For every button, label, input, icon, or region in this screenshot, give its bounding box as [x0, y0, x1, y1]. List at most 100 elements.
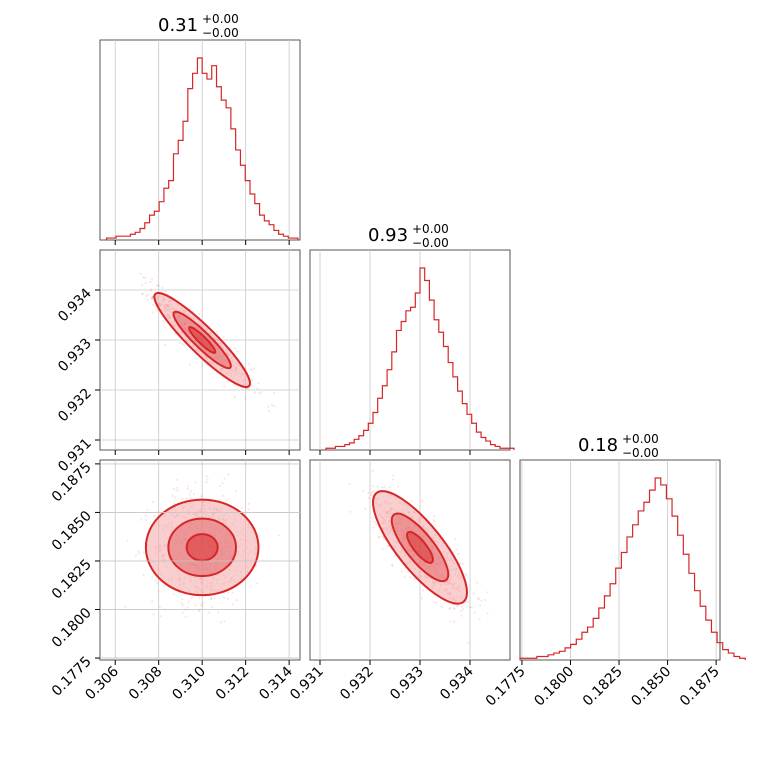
joint-p1-p2-point — [372, 526, 375, 529]
joint-p0-p2-point — [247, 508, 250, 511]
joint-p0-p2-point — [167, 587, 170, 590]
joint-p1-p2-point — [478, 618, 481, 621]
joint-p0-p1-point — [149, 289, 152, 292]
joint-p0-p2-point — [181, 611, 184, 614]
joint-p1-p2-point — [413, 577, 416, 581]
joint-p0-p2-point — [151, 600, 154, 603]
joint-p0-p2-point — [126, 539, 129, 542]
joint-p0-p2-point — [154, 579, 157, 582]
x-p2-tick-label-1: 0.1800 — [531, 664, 577, 710]
title-p0-minus: −0.00 — [202, 26, 239, 40]
hist-p0 — [99, 39, 301, 245]
joint-p0-p2-point — [184, 615, 187, 618]
joint-p0-p2-point — [146, 509, 149, 512]
row2-ytick-label-3: 0.934 — [55, 285, 95, 325]
joint-p0-p1-point — [267, 409, 271, 412]
joint-p0-p2-point — [185, 497, 188, 500]
joint-p0-p1-point — [222, 336, 225, 339]
joint-p0-p1-point — [273, 391, 276, 394]
title-p2-plus: +0.00 — [622, 432, 659, 446]
joint-p1-p2-point — [480, 599, 483, 602]
x-p0-tick-label-3: 0.312 — [213, 664, 253, 704]
joint-p0-p1-point — [149, 288, 152, 291]
joint-p0-p2-point — [235, 599, 238, 602]
joint-p1-p2-point — [362, 490, 365, 493]
hist-p2-steps — [519, 477, 746, 660]
joint-p1-p2-point — [393, 554, 396, 557]
joint-p0-p2-point — [210, 606, 213, 609]
joint-p1-p2-point — [378, 536, 381, 539]
title-p1: 0.93 +0.00 −0.00 — [368, 222, 449, 250]
hist-p2-frame — [519, 459, 721, 661]
joint-p0-p2-point — [181, 604, 184, 607]
joint-p1-p2-point — [397, 485, 400, 488]
hist-p0-steps — [105, 57, 299, 240]
joint-p0-p2-point — [135, 554, 138, 557]
joint-p0-p1-point — [272, 405, 275, 408]
joint-p1-p2 — [100, 459, 511, 665]
joint-p0-p1-point — [249, 368, 253, 371]
joint-p1-p2-point — [407, 570, 410, 574]
joint-p0-p2-point — [153, 514, 156, 517]
joint-p1-p2-point — [380, 486, 383, 489]
joint-p0-p2-point — [176, 478, 179, 481]
joint-p0-p2-point — [219, 621, 223, 624]
joint-p0-p2-point — [207, 611, 210, 614]
joint-p1-p2-point — [371, 485, 374, 488]
joint-p1-p2-point — [456, 604, 459, 608]
joint-p1-p2-point — [386, 544, 389, 548]
joint-p0-p2-point — [171, 494, 174, 498]
joint-p0-p2-point — [200, 495, 203, 498]
joint-p1-p2-point — [459, 562, 462, 565]
joint-p0-p1-point — [156, 284, 159, 287]
joint-p0-p2-point — [186, 606, 189, 609]
joint-p1-p2-point — [403, 576, 406, 579]
joint-p0-p1-point — [183, 344, 186, 347]
joint-p0-p1-point — [151, 297, 154, 300]
joint-p0-p1-point — [267, 405, 270, 408]
joint-p1-p2-point — [371, 469, 374, 472]
joint-p0-p2-point — [142, 551, 145, 554]
title-p2-value: 0.18 — [578, 435, 618, 456]
joint-p0-p1 — [99, 249, 301, 455]
hist-p1-frame — [309, 249, 511, 451]
joint-p0-p2-point — [152, 500, 155, 504]
joint-p0-p1-point — [251, 379, 254, 382]
joint-p0-p2-point — [189, 497, 192, 500]
x-p0-tick-label-2: 0.310 — [169, 664, 209, 704]
joint-p1-p2-point — [391, 563, 394, 567]
joint-p0-p1-point — [146, 293, 150, 296]
joint-p0-p1-point — [140, 284, 144, 287]
joint-p0-p1-point — [251, 383, 254, 387]
joint-p1-p2-point — [452, 607, 455, 610]
joint-p0-p1-point — [252, 367, 255, 370]
joint-p1-p2-point — [467, 600, 470, 604]
joint-p0-p1-point — [141, 292, 144, 295]
joint-p1-p2-point — [461, 563, 465, 566]
joint-p0-p1-point — [151, 296, 154, 299]
joint-p1-p2-point — [467, 641, 470, 644]
joint-p1-p2-point — [486, 591, 489, 594]
joint-p1-p2-point — [457, 552, 460, 555]
joint-p0-p1-point — [146, 298, 149, 301]
joint-p0-p2-point — [192, 493, 195, 496]
joint-p1-p2-point — [367, 491, 370, 494]
joint-p0-p2-point — [221, 482, 224, 485]
joint-p0-p2-point — [186, 487, 189, 491]
joint-p0-p2-point — [190, 596, 193, 599]
joint-p0-p2-point — [210, 597, 213, 600]
joint-p1-p2-point — [476, 597, 479, 600]
joint-p1-p2-point — [370, 494, 373, 497]
joint-p0-p1-point — [270, 403, 273, 406]
joint-p0-p1-point — [149, 280, 152, 284]
x-p0-tick-label-4: 0.314 — [256, 663, 296, 703]
joint-p1-p2-point — [392, 474, 395, 477]
joint-p0-p2-point — [205, 481, 208, 484]
x-p1-tick-label-1: 0.932 — [337, 664, 377, 704]
joint-p0-p2-point — [159, 615, 162, 618]
joint-p1-p2-point — [432, 518, 435, 522]
joint-p0-p2-contour-2 — [185, 533, 219, 562]
joint-p1-p2-point — [453, 620, 456, 624]
joint-p1-p2-point — [452, 551, 455, 554]
joint-p0-p1-point — [144, 281, 147, 285]
